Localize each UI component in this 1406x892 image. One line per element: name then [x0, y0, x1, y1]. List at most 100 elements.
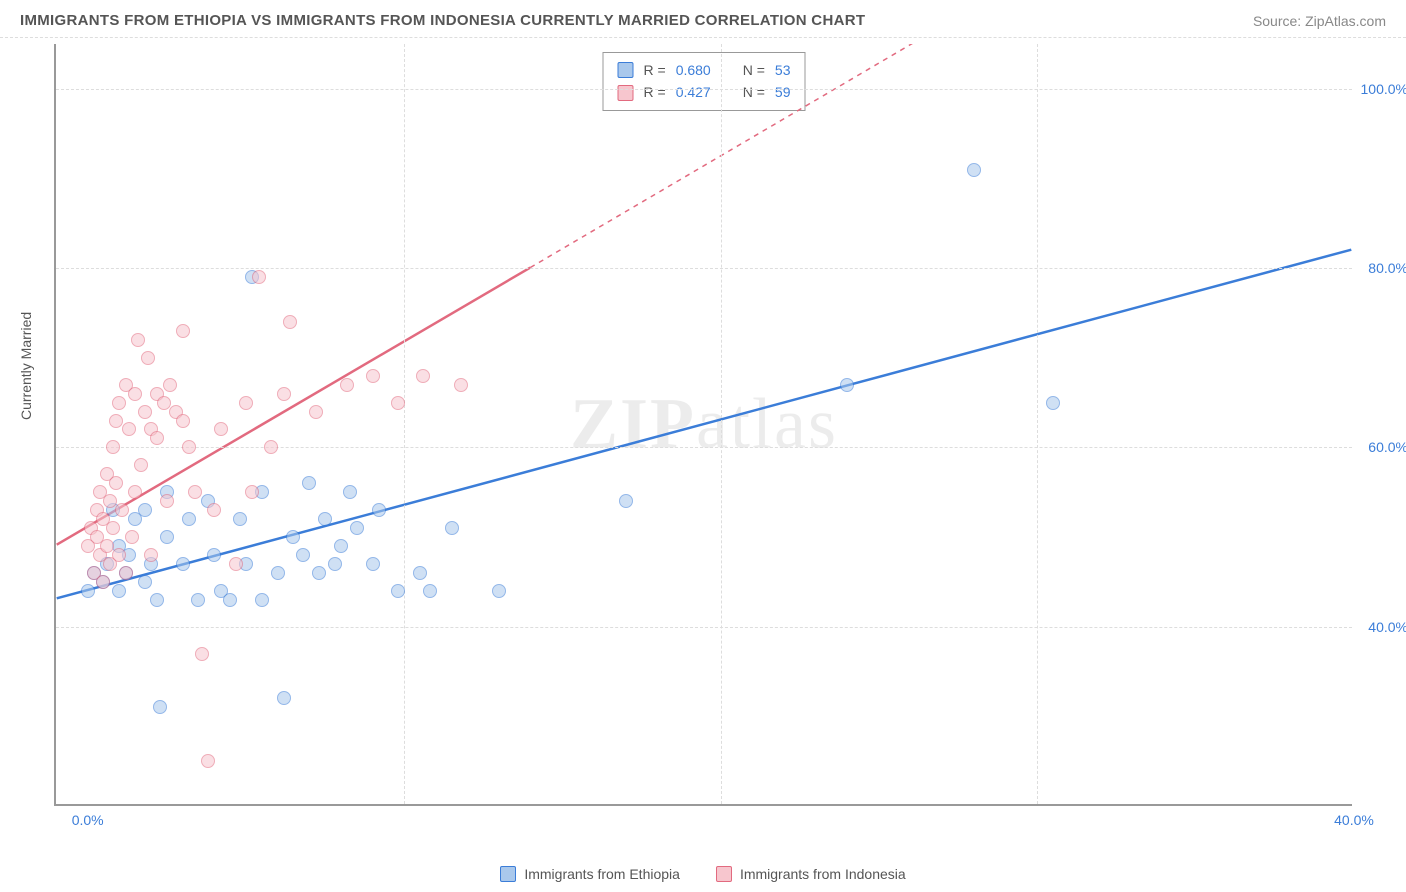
- data-point-ethiopia: [138, 575, 152, 589]
- data-point-indonesia: [125, 530, 139, 544]
- data-point-indonesia: [122, 422, 136, 436]
- data-point-indonesia: [239, 396, 253, 410]
- y-axis-label: Currently Married: [18, 312, 34, 420]
- data-point-indonesia: [366, 369, 380, 383]
- watermark: ZIPatlas: [570, 383, 838, 466]
- data-point-indonesia: [134, 458, 148, 472]
- source-label: Source: ZipAtlas.com: [1253, 13, 1386, 29]
- data-point-indonesia: [207, 503, 221, 517]
- data-point-ethiopia: [350, 521, 364, 535]
- x-tick-label: 0.0%: [72, 812, 104, 828]
- data-point-indonesia: [309, 405, 323, 419]
- data-point-indonesia: [115, 503, 129, 517]
- data-point-indonesia: [188, 485, 202, 499]
- data-point-ethiopia: [967, 163, 981, 177]
- data-point-ethiopia: [255, 593, 269, 607]
- data-point-ethiopia: [302, 476, 316, 490]
- correlation-legend: R = 0.680 N = 53 R = 0.427 N = 59: [603, 52, 806, 111]
- data-point-indonesia: [144, 548, 158, 562]
- x-tick-label: 40.0%: [1334, 812, 1374, 828]
- grid-line-h: [56, 447, 1352, 448]
- data-point-indonesia: [119, 566, 133, 580]
- series-legend: Immigrants from Ethiopia Immigrants from…: [0, 866, 1406, 882]
- data-point-indonesia: [128, 485, 142, 499]
- data-point-ethiopia: [271, 566, 285, 580]
- data-point-indonesia: [245, 485, 259, 499]
- data-point-ethiopia: [233, 512, 247, 526]
- data-point-indonesia: [106, 440, 120, 454]
- data-point-indonesia: [201, 754, 215, 768]
- chart-title: IMMIGRANTS FROM ETHIOPIA VS IMMIGRANTS F…: [20, 12, 865, 29]
- data-point-ethiopia: [191, 593, 205, 607]
- grid-line-h: [56, 627, 1352, 628]
- data-point-ethiopia: [223, 593, 237, 607]
- y-tick-label: 80.0%: [1368, 260, 1406, 276]
- grid-line-h: [56, 268, 1352, 269]
- data-point-ethiopia: [176, 557, 190, 571]
- data-point-ethiopia: [343, 485, 357, 499]
- data-point-indonesia: [138, 405, 152, 419]
- data-point-indonesia: [131, 333, 145, 347]
- swatch-blue-icon: [500, 866, 516, 882]
- data-point-indonesia: [182, 440, 196, 454]
- data-point-ethiopia: [160, 530, 174, 544]
- data-point-ethiopia: [286, 530, 300, 544]
- data-point-indonesia: [112, 548, 126, 562]
- y-tick-label: 60.0%: [1368, 439, 1406, 455]
- plot-area: ZIPatlas R = 0.680 N = 53 R = 0.427 N = …: [54, 44, 1352, 806]
- legend-row-indonesia: R = 0.427 N = 59: [618, 81, 791, 103]
- data-point-indonesia: [283, 315, 297, 329]
- data-point-ethiopia: [150, 593, 164, 607]
- data-point-indonesia: [214, 422, 228, 436]
- swatch-pink-icon: [716, 866, 732, 882]
- data-point-indonesia: [163, 378, 177, 392]
- data-point-indonesia: [176, 414, 190, 428]
- grid-line-v: [404, 44, 405, 804]
- data-point-indonesia: [112, 396, 126, 410]
- data-point-ethiopia: [391, 584, 405, 598]
- data-point-indonesia: [416, 369, 430, 383]
- data-point-ethiopia: [840, 378, 854, 392]
- data-point-ethiopia: [81, 584, 95, 598]
- chart-header: IMMIGRANTS FROM ETHIOPIA VS IMMIGRANTS F…: [0, 0, 1406, 38]
- data-point-indonesia: [103, 494, 117, 508]
- grid-line-v: [1037, 44, 1038, 804]
- data-point-indonesia: [176, 324, 190, 338]
- data-point-indonesia: [264, 440, 278, 454]
- data-point-indonesia: [150, 431, 164, 445]
- data-point-ethiopia: [413, 566, 427, 580]
- data-point-ethiopia: [619, 494, 633, 508]
- data-point-ethiopia: [492, 584, 506, 598]
- data-point-indonesia: [141, 351, 155, 365]
- data-point-indonesia: [128, 387, 142, 401]
- y-tick-label: 100.0%: [1361, 81, 1406, 97]
- data-point-indonesia: [391, 396, 405, 410]
- data-point-ethiopia: [182, 512, 196, 526]
- data-point-ethiopia: [372, 503, 386, 517]
- data-point-indonesia: [100, 539, 114, 553]
- data-point-indonesia: [157, 396, 171, 410]
- data-point-ethiopia: [296, 548, 310, 562]
- data-point-ethiopia: [1046, 396, 1060, 410]
- data-point-indonesia: [160, 494, 174, 508]
- data-point-ethiopia: [445, 521, 459, 535]
- trend-lines: [56, 44, 1352, 804]
- data-point-ethiopia: [334, 539, 348, 553]
- data-point-indonesia: [109, 476, 123, 490]
- y-tick-label: 40.0%: [1368, 619, 1406, 635]
- legend-row-ethiopia: R = 0.680 N = 53: [618, 59, 791, 81]
- data-point-ethiopia: [423, 584, 437, 598]
- data-point-ethiopia: [112, 584, 126, 598]
- data-point-indonesia: [340, 378, 354, 392]
- data-point-indonesia: [454, 378, 468, 392]
- data-point-indonesia: [229, 557, 243, 571]
- data-point-indonesia: [252, 270, 266, 284]
- data-point-indonesia: [109, 414, 123, 428]
- data-point-ethiopia: [138, 503, 152, 517]
- grid-line-v: [721, 44, 722, 804]
- grid-line-h: [56, 89, 1352, 90]
- swatch-blue: [618, 62, 634, 78]
- data-point-ethiopia: [153, 700, 167, 714]
- data-point-ethiopia: [366, 557, 380, 571]
- data-point-indonesia: [195, 647, 209, 661]
